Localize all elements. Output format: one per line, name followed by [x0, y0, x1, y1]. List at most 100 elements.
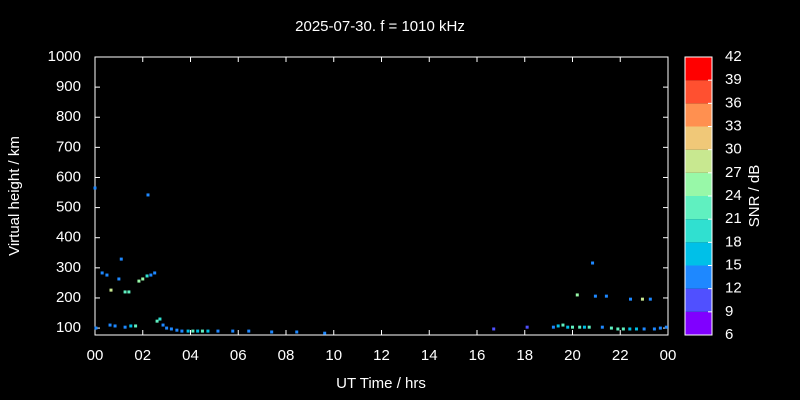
x-tick-label: 12 [373, 347, 390, 364]
data-point [155, 319, 159, 323]
colorbar-band [685, 57, 712, 81]
data-point [145, 274, 149, 278]
data-point [525, 325, 529, 329]
data-point [593, 294, 597, 298]
colorbar-band [685, 126, 712, 150]
colorbar-tick-label: 6 [725, 326, 733, 343]
data-point [153, 271, 157, 275]
data-point [642, 327, 646, 331]
x-tick-label: 02 [134, 347, 151, 364]
x-tick-label: 04 [182, 347, 199, 364]
colorbar-tick-label: 36 [725, 94, 742, 111]
x-tick-label: 10 [325, 347, 342, 364]
colorbar-tick-label: 21 [725, 210, 742, 227]
data-point [621, 327, 625, 331]
data-point [105, 273, 109, 277]
data-point [108, 323, 112, 327]
x-tick-label: 14 [421, 347, 438, 364]
x-tick-label: 20 [564, 347, 581, 364]
y-tick-label: 400 [56, 229, 81, 246]
data-point [551, 325, 555, 329]
data-point [94, 326, 98, 330]
data-point [628, 327, 632, 331]
y-tick-label: 500 [56, 199, 81, 216]
data-point [216, 329, 220, 333]
colorbar-tick-label: 33 [725, 117, 742, 134]
data-point [129, 324, 133, 328]
data-point [323, 331, 327, 335]
data-point [270, 330, 274, 334]
colorbar-tick-label: 30 [725, 141, 742, 158]
data-point [191, 329, 195, 333]
y-tick-label: 800 [56, 108, 81, 125]
data-point [186, 329, 190, 333]
colorbar-band [685, 80, 712, 104]
data-point [648, 297, 652, 301]
data-point [200, 329, 204, 333]
data-point [127, 290, 131, 294]
data-point [587, 325, 591, 329]
colorbar-band [685, 219, 712, 243]
colorbar-band [685, 288, 712, 312]
data-point [180, 329, 184, 333]
chart-title: 2025-07-30. f = 1010 kHz [295, 18, 465, 35]
y-tick-label: 1000 [48, 48, 81, 65]
data-point [640, 297, 644, 301]
data-point [196, 329, 200, 333]
x-tick-label: 08 [278, 347, 295, 364]
colorbar-tick-label: 42 [725, 48, 742, 65]
data-point [295, 330, 299, 334]
data-point [561, 323, 565, 327]
colorbar-tick-label: 39 [725, 71, 742, 88]
data-point [556, 324, 560, 328]
data-point [658, 326, 662, 330]
colorbar-label: SNR / dB [746, 165, 763, 228]
y-tick-label: 100 [56, 319, 81, 336]
data-point [566, 325, 570, 329]
data-point [575, 293, 579, 297]
data-point [591, 261, 595, 265]
data-point [634, 327, 638, 331]
x-tick-label: 00 [87, 347, 104, 364]
data-point [165, 326, 169, 330]
colorbar-tick-label: 27 [725, 164, 742, 181]
x-tick-label: 16 [469, 347, 486, 364]
data-point [123, 290, 127, 294]
data-point [175, 328, 179, 332]
data-point [134, 324, 138, 328]
data-point [578, 325, 582, 329]
colorbar-band [685, 103, 712, 127]
colorbar-band [685, 311, 712, 335]
colorbar-tick-label: 9 [725, 303, 733, 320]
colorbar-tick-label: 18 [725, 233, 742, 250]
data-point [123, 325, 127, 329]
data-point [247, 329, 251, 333]
data-point [492, 327, 496, 331]
y-tick-label: 200 [56, 289, 81, 306]
data-point [137, 279, 141, 283]
y-tick-label: 700 [56, 138, 81, 155]
x-tick-label: 00 [660, 347, 677, 364]
data-point [141, 277, 145, 281]
y-tick-label: 900 [56, 78, 81, 95]
colorbar-band [685, 242, 712, 266]
y-axis-label: Virtual height / km [6, 136, 23, 256]
data-point [109, 288, 113, 292]
data-point [616, 327, 620, 331]
y-tick-label: 600 [56, 168, 81, 185]
colorbar-band [685, 265, 712, 289]
data-point [600, 325, 604, 329]
colorbar-tick-label: 15 [725, 256, 742, 273]
x-tick-label: 06 [230, 347, 247, 364]
data-point [652, 327, 656, 331]
data-point [664, 325, 668, 329]
colorbar-tick-label: 24 [725, 187, 742, 204]
data-point [93, 186, 97, 190]
data-point [629, 297, 633, 301]
colorbar-band [685, 172, 712, 196]
data-point [117, 277, 121, 281]
data-point [604, 294, 608, 298]
